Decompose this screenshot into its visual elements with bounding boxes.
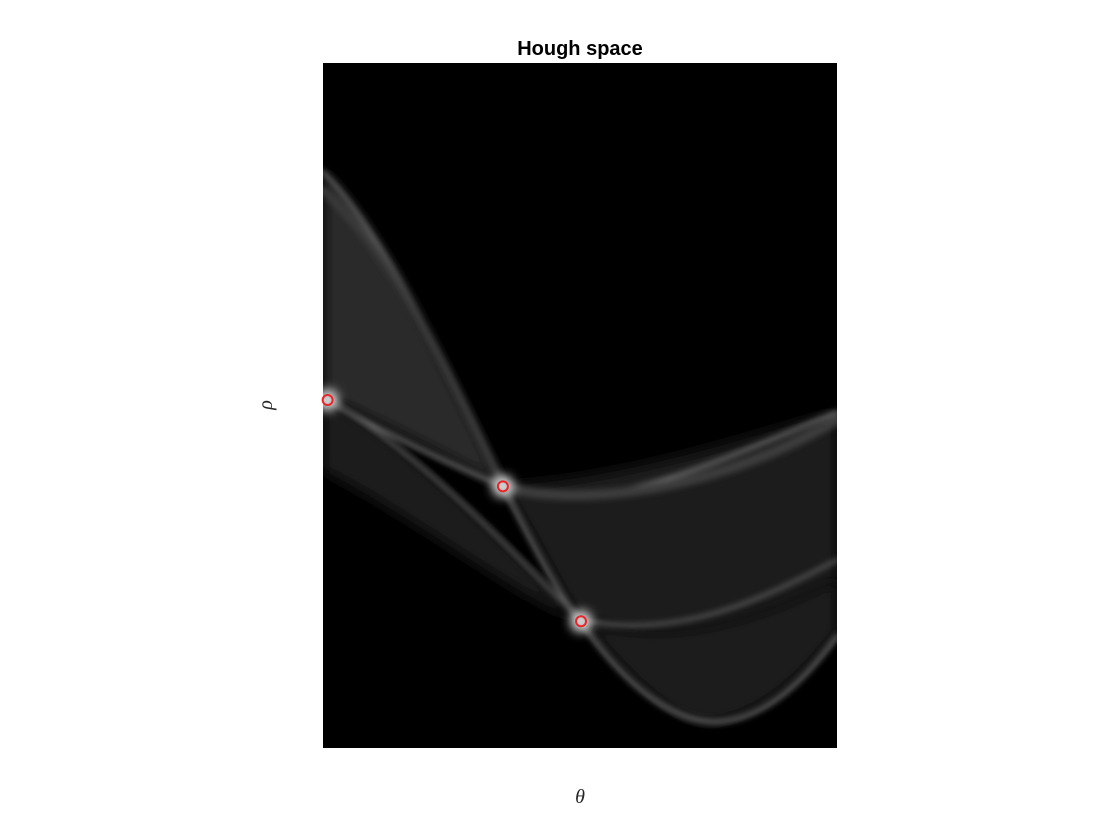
band-left-lower <box>323 398 580 620</box>
peak-glow <box>570 610 593 633</box>
sinusoid-bands <box>323 169 837 725</box>
y-axis-label: ρ <box>255 400 277 411</box>
peak-marker <box>321 394 334 407</box>
curve-e <box>498 415 837 501</box>
peak-glow <box>323 389 339 412</box>
peak-marker <box>496 480 509 493</box>
peak-markers <box>321 394 588 628</box>
peak-glow <box>491 475 514 498</box>
peak-marker <box>575 615 588 628</box>
curve-d <box>323 186 507 490</box>
plot-area <box>321 63 837 748</box>
band-right-upper <box>503 412 837 632</box>
x-axis-label: θ <box>575 786 585 808</box>
band-left-fan <box>323 172 503 486</box>
chart-title: Hough space <box>517 38 643 60</box>
band-right-lower <box>580 580 837 723</box>
